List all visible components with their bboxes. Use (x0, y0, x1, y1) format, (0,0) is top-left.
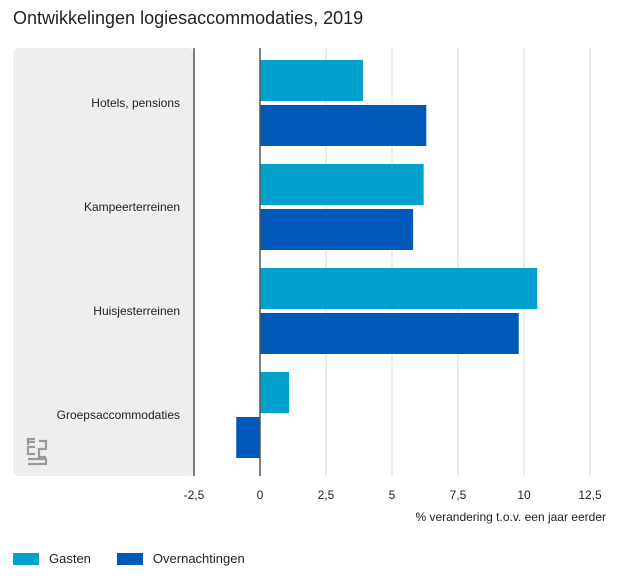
x-tick-label: 0 (257, 488, 264, 502)
bar-gasten-3 (260, 372, 290, 413)
bar-gasten-0 (260, 60, 363, 101)
legend-swatch (116, 552, 143, 565)
bar-overnachtingen-1 (260, 209, 414, 250)
x-tick-label: -2,5 (184, 488, 205, 502)
category-label: Kampeerterreinen (84, 200, 180, 214)
x-tick-label: 10 (517, 488, 531, 502)
legend-label: Gasten (49, 551, 91, 566)
x-tick-label: 5 (389, 488, 396, 502)
bars (236, 60, 538, 458)
x-tick-label: 2,5 (318, 488, 335, 502)
bar-gasten-1 (260, 164, 424, 205)
bar-overnachtingen-0 (260, 105, 427, 146)
cbs-logo-icon (26, 437, 48, 466)
legend-item-overnachtingen: Overnachtingen (116, 551, 245, 566)
bar-gasten-2 (260, 268, 538, 309)
bar-chart: Hotels, pensions Kampeerterreinen Huisjest… (13, 48, 606, 524)
x-tick-label: 7,5 (450, 488, 467, 502)
category-label: Groepsaccommodaties (57, 408, 180, 422)
legend-item-gasten: Gasten (13, 551, 91, 566)
category-label: Hotels, pensions (91, 96, 180, 110)
bar-overnachtingen-3 (236, 417, 260, 458)
legend-label: Overnachtingen (152, 551, 245, 566)
chart-title: Ontwikkelingen logiesaccommodaties, 2019 (13, 8, 364, 28)
legend: Gasten Overnachtingen (13, 551, 271, 566)
bar-overnachtingen-2 (260, 313, 519, 354)
category-labels: Hotels, pensions Kampeerterreinen Huisjest… (57, 96, 180, 422)
x-axis-label: % verandering t.o.v. een jaar eerder (415, 510, 606, 524)
x-tick-labels: -2,5 0 2,5 5 7,5 10 12,5 (184, 488, 602, 502)
x-tick-label: 12,5 (578, 488, 602, 502)
legend-swatch (13, 552, 39, 565)
category-panel (13, 48, 194, 476)
category-label: Huisjesterreinen (93, 304, 180, 318)
